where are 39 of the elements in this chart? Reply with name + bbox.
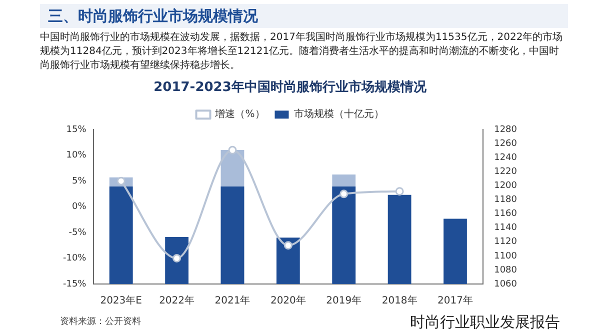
point bbox=[228, 146, 237, 154]
point bbox=[116, 176, 126, 186]
y2-tick-label: 1220 bbox=[494, 167, 518, 178]
y-tick-label: 15% bbox=[66, 124, 87, 135]
y2-tick-label: 1120 bbox=[494, 237, 518, 248]
legend-label: 市场规模（十亿元） bbox=[294, 108, 384, 120]
chart-subtitle: 三、时尚服饰行业市场规模情况 bbox=[40, 4, 568, 28]
y2-tick-label: 1060 bbox=[494, 279, 518, 290]
point bbox=[395, 187, 404, 196]
y2-tick-label: 1080 bbox=[494, 265, 518, 276]
chart-title: 2017-2023年中国时尚服饰行业市场规模情况 bbox=[154, 79, 428, 96]
y-tick-label: 0% bbox=[72, 202, 87, 212]
y-tick-label: -5% bbox=[68, 228, 87, 238]
y-tick-label: 5% bbox=[72, 176, 87, 186]
text: 资料来源：公开资料 bbox=[60, 316, 141, 329]
y-tick-label: -15% bbox=[62, 279, 87, 290]
y2-tick-label: 1260 bbox=[494, 138, 518, 149]
y2-tick-label: 1280 bbox=[494, 124, 518, 135]
y2-tick-label: 1100 bbox=[494, 251, 518, 262]
y2-tick-label: 1160 bbox=[494, 209, 518, 220]
text: 中国时尚服饰行业的市场规模在波动发展，据数据，2017年我国时尚服饰行业市场规模为11535亿元，2022年的市场规模为11284亿元，预计到2023年将增长至12121亿元。随着消费者生活水平的提高和时尚潮流的不断变化，中国时尚服饰行业市场规模有望继续保持稳步增长。 bbox=[40, 31, 564, 73]
x-tick-label: 2017年 bbox=[438, 294, 473, 307]
y-tick-label: -10% bbox=[62, 254, 87, 264]
x-tick-label: 2019年 bbox=[326, 294, 362, 307]
y2-tick-label: 1200 bbox=[494, 181, 518, 192]
point bbox=[284, 241, 292, 250]
legend-label: 增速（%） bbox=[214, 108, 265, 120]
x-tick-label: 2018年 bbox=[382, 294, 418, 307]
x-tick-label: 2023年E bbox=[100, 294, 142, 307]
y2-tick-label: 1140 bbox=[494, 223, 518, 234]
y2-tick-label: 1240 bbox=[494, 153, 518, 164]
x-tick-label: 2021年 bbox=[214, 294, 250, 307]
point bbox=[340, 190, 348, 198]
x-tick-label: 2022年 bbox=[159, 294, 195, 307]
x-tick-label: 2020年 bbox=[270, 294, 306, 307]
point bbox=[172, 254, 182, 263]
text: 时尚行业职业发展报告 bbox=[410, 312, 560, 332]
y2-tick-label: 1180 bbox=[494, 195, 518, 206]
y-tick-label: 10% bbox=[66, 150, 87, 161]
